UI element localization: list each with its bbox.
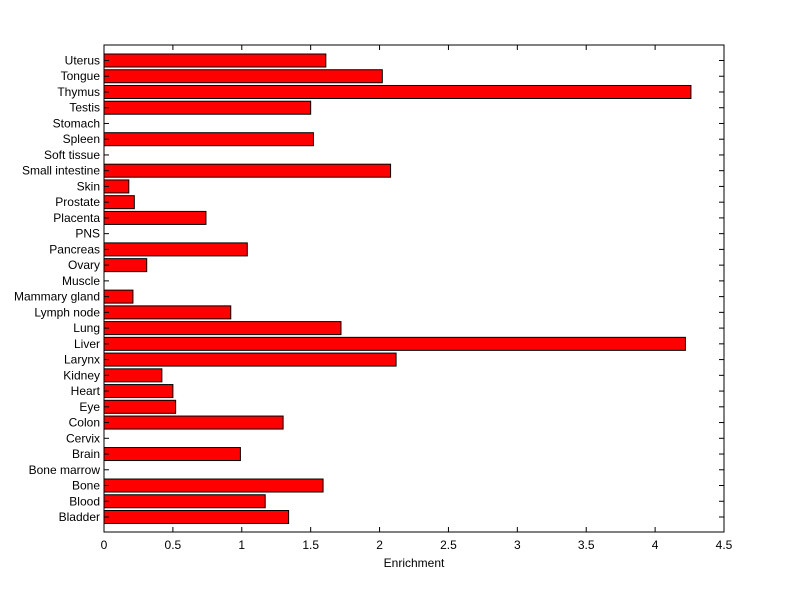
y-tick-label: Lymph node: [34, 305, 100, 319]
bar-ovary: [103, 258, 148, 273]
bar-larynx: [103, 352, 397, 367]
bar-lung: [103, 321, 342, 336]
bar-pancreas: [103, 242, 248, 257]
bar-placenta: [103, 210, 207, 225]
y-tick-label: Ovary: [68, 258, 100, 272]
x-tick-label: 4: [652, 538, 659, 552]
y-tick-label: Liver: [74, 337, 100, 351]
y-tick-label: Uterus: [65, 54, 100, 68]
bar-liver: [103, 336, 686, 351]
bar-small-intestine: [103, 163, 392, 178]
x-tick-label: 0: [101, 538, 108, 552]
x-tick-label: 4.5: [716, 538, 733, 552]
bar-uterus: [103, 53, 327, 68]
y-tick-label: Soft tissue: [44, 148, 100, 162]
y-tick-label: Bladder: [59, 510, 100, 524]
y-tick-label: Placenta: [53, 211, 100, 225]
x-tick-label: 3: [514, 538, 521, 552]
bar-colon: [103, 415, 284, 430]
y-tick-label: Muscle: [62, 274, 100, 288]
plot-frame: [103, 44, 725, 533]
bar-testis: [103, 100, 312, 115]
bar-brain: [103, 447, 241, 462]
bar-bone: [103, 478, 324, 493]
x-axis-ticks: 0 0.5 1 1.5 2 2.5 3 3.5 4 4.5: [101, 45, 733, 552]
y-tick-label: Spleen: [63, 132, 100, 146]
y-tick-label: Brain: [72, 447, 100, 461]
y-tick-label: Kidney: [63, 368, 100, 382]
x-axis-title: Enrichment: [384, 556, 445, 570]
bar-bladder: [103, 510, 290, 524]
y-tick-label: Prostate: [55, 195, 100, 209]
x-tick-label: 3.5: [578, 538, 595, 552]
x-tick-label: 1: [238, 538, 245, 552]
x-tick-label: 2: [376, 538, 383, 552]
y-tick-label: Bone: [72, 479, 100, 493]
bar-tongue: [103, 69, 383, 84]
y-tick-label: Blood: [69, 494, 100, 508]
y-tick-label: Pancreas: [49, 242, 100, 256]
y-tick-label: PNS: [75, 227, 100, 241]
bar-thymus: [103, 84, 692, 99]
bar-kidney: [103, 368, 163, 383]
y-tick-label: Stomach: [53, 116, 100, 130]
y-tick-label: Tongue: [61, 69, 101, 83]
y-tick-label: Heart: [71, 384, 101, 398]
bar-spleen: [103, 132, 314, 147]
y-tick-label: Cervix: [66, 431, 100, 445]
y-tick-label: Bone marrow: [29, 463, 101, 477]
bar-lymph-node: [103, 305, 232, 320]
x-tick-label: 1.5: [302, 538, 319, 552]
y-tick-label: Testis: [69, 101, 100, 115]
y-tick-label: Mammary gland: [14, 290, 100, 304]
bar-heart: [103, 384, 174, 399]
y-tick-label: Thymus: [57, 85, 100, 99]
bar-blood: [103, 494, 266, 509]
x-tick-label: 0.5: [165, 538, 182, 552]
x-tick-label: 2.5: [440, 538, 457, 552]
y-tick-label: Eye: [79, 400, 100, 414]
y-tick-label: Skin: [77, 179, 100, 193]
y-tick-label: Colon: [69, 416, 100, 430]
y-tick-label: Larynx: [64, 353, 100, 367]
y-tick-label: Lung: [73, 321, 100, 335]
y-tick-label: Small intestine: [22, 164, 100, 178]
bar-eye: [103, 399, 177, 414]
